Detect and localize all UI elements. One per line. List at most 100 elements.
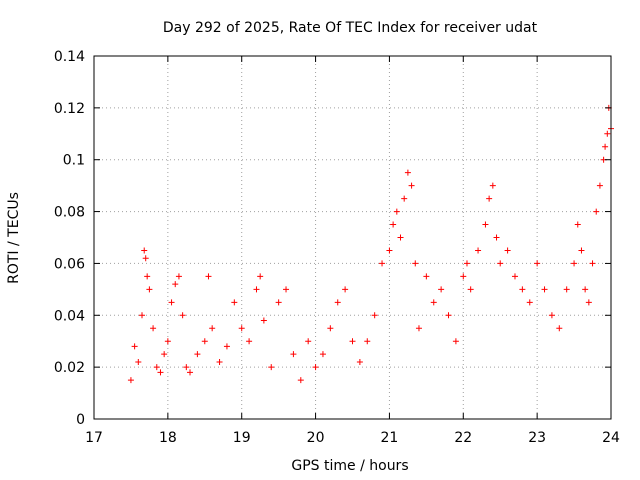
data-point (408, 182, 415, 189)
x-tick-labels: 17 18 19 20 21 22 23 24 (85, 430, 620, 446)
data-point (504, 247, 511, 254)
chart-title: Day 292 of 2025, Rate Of TEC Index for r… (163, 20, 538, 36)
data-point (187, 369, 194, 376)
data-point (493, 234, 500, 241)
x-tick-label: 24 (602, 430, 620, 446)
data-point (223, 343, 230, 350)
x-tick-label: 22 (454, 430, 472, 446)
data-point (305, 338, 312, 345)
data-point (574, 221, 581, 228)
data-point (364, 338, 371, 345)
data-point (312, 364, 319, 371)
x-tick-label: 21 (381, 430, 399, 446)
data-point (231, 299, 238, 306)
data-point (141, 247, 148, 254)
data-point (423, 273, 430, 280)
y-tick-labels: 0 0.02 0.04 0.06 0.08 0.1 0.12 0.14 (54, 49, 85, 428)
data-point (541, 286, 548, 293)
data-point (386, 247, 393, 254)
axis-ticks (93, 55, 612, 420)
data-point (253, 286, 260, 293)
data-point (150, 325, 157, 332)
data-point (297, 377, 304, 384)
data-point (467, 286, 474, 293)
data-point (379, 260, 386, 267)
data-point (201, 338, 208, 345)
data-point (139, 312, 146, 319)
data-point (445, 312, 452, 319)
data-point (452, 338, 459, 345)
y-tick-label: 0.12 (54, 101, 85, 117)
plot-frame (93, 55, 612, 420)
data-point (412, 260, 419, 267)
data-point (209, 325, 216, 332)
data-point (319, 351, 326, 358)
data-point (131, 343, 138, 350)
y-tick-label: 0.08 (54, 205, 85, 221)
data-point (438, 286, 445, 293)
data-point (334, 299, 341, 306)
data-point (179, 312, 186, 319)
data-point (393, 208, 400, 215)
x-tick-label: 18 (159, 430, 177, 446)
data-point (283, 286, 290, 293)
data-point (349, 338, 356, 345)
data-point (401, 195, 408, 202)
y-axis-label: ROTI / TECUs (6, 192, 22, 284)
data-point (327, 325, 334, 332)
y-tick-label: 0.14 (54, 49, 85, 65)
data-point (205, 273, 212, 280)
data-point (157, 369, 164, 376)
data-point (415, 325, 422, 332)
data-point (290, 351, 297, 358)
data-point (548, 312, 555, 319)
data-point (172, 281, 179, 288)
data-point (342, 286, 349, 293)
data-point (486, 195, 493, 202)
data-point (135, 358, 142, 365)
data-point (175, 273, 182, 280)
data-point (246, 338, 253, 345)
data-point (356, 358, 363, 365)
data-point (238, 325, 245, 332)
data-point (593, 208, 600, 215)
data-point (596, 182, 603, 189)
data-point (146, 286, 153, 293)
data-point (430, 299, 437, 306)
data-point (390, 221, 397, 228)
x-tick-label: 20 (307, 430, 325, 446)
data-point (578, 247, 585, 254)
data-point (164, 338, 171, 345)
y-tick-label: 0.1 (63, 153, 85, 169)
data-point (161, 351, 168, 358)
data-point (526, 299, 533, 306)
data-point (183, 364, 190, 371)
data-point (275, 299, 282, 306)
data-point (511, 273, 518, 280)
data-point (604, 130, 611, 137)
data-point (268, 364, 275, 371)
x-tick-label: 17 (85, 430, 103, 446)
grid-lines (94, 56, 611, 419)
data-point (556, 325, 563, 332)
data-point (519, 286, 526, 293)
y-tick-label: 0.04 (54, 308, 85, 324)
data-point (582, 286, 589, 293)
data-point (216, 358, 223, 365)
data-point (144, 273, 151, 280)
x-tick-label: 19 (233, 430, 251, 446)
data-point (194, 351, 201, 358)
data-point (257, 273, 264, 280)
data-point (571, 260, 578, 267)
data-point (260, 317, 267, 324)
data-point (489, 182, 496, 189)
y-tick-label: 0 (76, 412, 85, 428)
data-point (482, 221, 489, 228)
data-point (497, 260, 504, 267)
data-point (475, 247, 482, 254)
data-point (127, 377, 134, 384)
data-point (404, 169, 411, 176)
data-point (142, 255, 149, 262)
data-point (397, 234, 404, 241)
